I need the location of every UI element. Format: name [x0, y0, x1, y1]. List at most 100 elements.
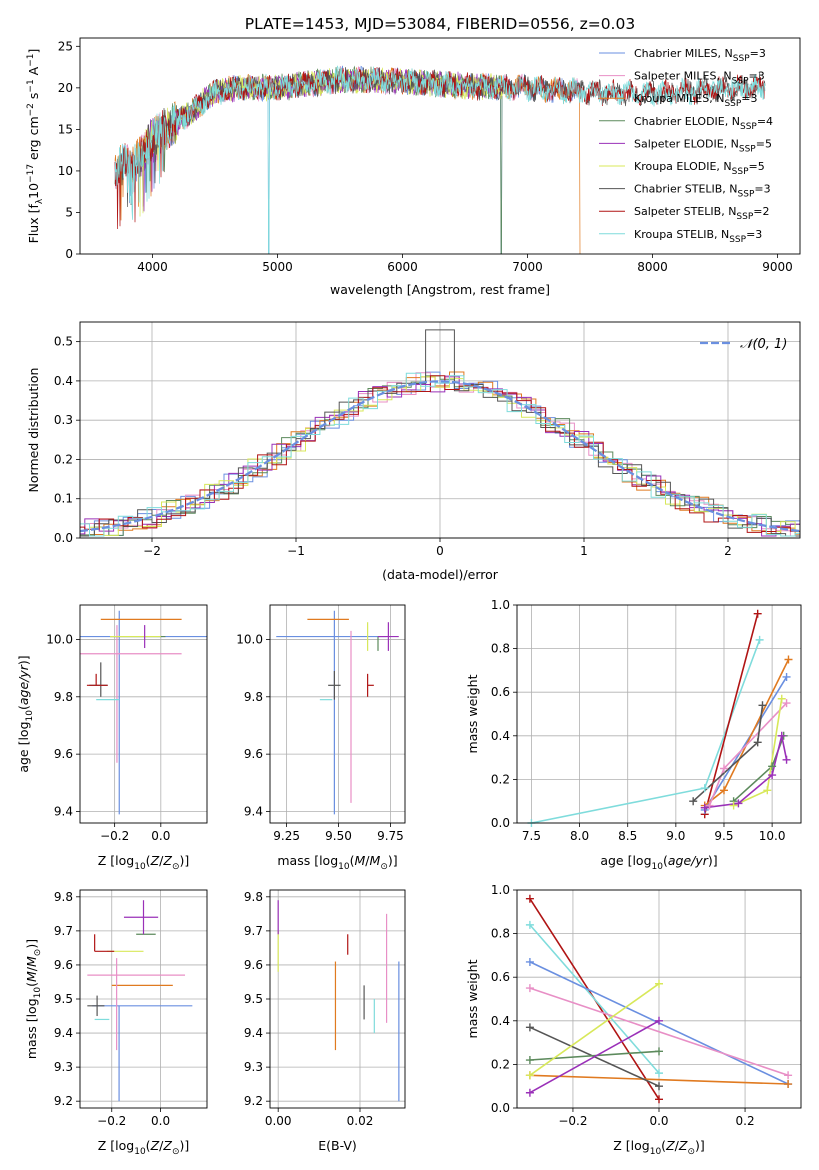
label-segment: λ: [35, 198, 45, 204]
label-segment: 10: [338, 862, 350, 872]
axes-frame: [79, 321, 801, 539]
x-tick-label: 4000: [137, 260, 168, 274]
label-segment: 10: [134, 1147, 146, 1157]
grid: [80, 605, 207, 823]
label-segment: 10: [650, 1147, 662, 1157]
label-segment: mass [log: [277, 853, 338, 868]
label-segment: (: [661, 1138, 666, 1153]
x-tick-label: 9.5: [714, 829, 733, 843]
x-tick-label: 10.0: [759, 829, 786, 843]
label-segment: Salpeter ELODIE, N: [634, 137, 739, 150]
y-tick-label: 15: [58, 122, 73, 136]
y-tick-label: 0.1: [54, 492, 73, 506]
label-segment: −17: [26, 164, 36, 183]
plus-marker: [705, 801, 714, 810]
y-axis-label-group: Flux [fλ10−17 erg cm−2 s−1 A−1]: [26, 49, 45, 244]
label-segment: )]: [24, 939, 39, 949]
label-segment: A: [26, 66, 41, 79]
label-segment: −1: [26, 79, 36, 92]
label-segment: /: [675, 1138, 680, 1153]
plus-marker: [784, 1080, 793, 1089]
y-tick-label: 10.0: [236, 632, 263, 646]
label-segment: (: [146, 1138, 151, 1153]
weight-series-line: [529, 1074, 789, 1085]
label-segment: Z [log: [98, 1138, 134, 1153]
y-axis-label-group: mass [log10(M/M⊙)]: [24, 939, 43, 1059]
label-segment: age/yr: [668, 853, 709, 868]
y-tick-label: 9.2: [54, 1094, 73, 1108]
axes-frame: [516, 604, 802, 824]
label-segment: SSP: [729, 235, 746, 245]
label-segment: =4: [757, 115, 773, 128]
axes-frame: [269, 889, 406, 1109]
weight-series-line: [531, 639, 761, 823]
label-segment: )]: [179, 1138, 189, 1153]
label-segment: )]: [708, 853, 718, 868]
label-segment: (: [663, 853, 668, 868]
label-segment: =3: [746, 228, 762, 241]
label-segment: Z: [162, 853, 172, 868]
x-tick-label: −2: [143, 544, 161, 558]
axes-frame: [79, 37, 801, 255]
label-segment: SSP: [738, 190, 755, 200]
plus-marker: [525, 1071, 534, 1080]
y-tick-label: 0.4: [491, 729, 510, 743]
x-tick-label: 9.0: [666, 829, 685, 843]
weight-series-line: [529, 987, 789, 1077]
x-axis-label: wavelength [Angstrom, rest frame]: [330, 282, 550, 297]
x-axis-label: Z [log10(Z/Z⊙)]: [98, 853, 190, 872]
y-tick-label: 0.5: [54, 335, 73, 349]
label-segment: )]: [179, 853, 189, 868]
ticks: 4000 5000 6000 7000 8000 9000 0 5 10 15 20 25: [58, 39, 793, 274]
y-tick-label: 5: [65, 205, 73, 219]
y-tick-label: 9.7: [244, 924, 263, 938]
y-tick-label: 0.2: [491, 1057, 510, 1071]
ticks: 0.00 0.02 9.2 9.3 9.4 9.5 9.6 9.7 9.8: [244, 890, 373, 1128]
y-tick-label: 9.6: [54, 958, 73, 972]
label-segment: SSP: [739, 144, 756, 154]
plus-marker: [525, 894, 534, 903]
plus-marker: [525, 1088, 534, 1097]
plot-area: [80, 329, 800, 537]
label-segment: =3: [754, 183, 770, 196]
y-tick-label: 0.4: [54, 374, 73, 388]
y-tick-label: 0.2: [54, 452, 73, 466]
ticks: −0.2 0.0 0.2 0.0 0.2 0.4 0.6 0.8 1.0: [491, 883, 755, 1128]
label-segment: Salpeter MILES, N: [634, 70, 732, 83]
x-axis-label: Z [log10(Z/Z⊙)]: [98, 1138, 190, 1157]
grid: [270, 890, 405, 1108]
label-segment: ]: [26, 49, 41, 54]
histogram-steps: [80, 376, 800, 537]
plus-marker: [753, 738, 762, 747]
x-tick-label: 8.0: [570, 829, 589, 843]
x-tick-label: 6000: [387, 260, 418, 274]
legend-entry: Salpeter ELODIE, NSSP=5: [634, 137, 772, 154]
x-tick-label: 2: [724, 544, 732, 558]
label-segment: M: [24, 971, 39, 982]
y-tick-label: 0.2: [491, 772, 510, 786]
x-tick-label: 8000: [637, 260, 668, 274]
x-tick-label: 0.02: [347, 1114, 374, 1128]
plus-marker: [525, 1056, 534, 1065]
label-segment: Kroupa STELIB, N: [634, 228, 729, 241]
plus-marker: [768, 762, 777, 771]
plus-marker: [784, 655, 793, 664]
weight-series-line: [529, 1020, 660, 1094]
x-tick-label: 0.0: [649, 1114, 668, 1128]
y-axis-label-group: age [log10(age/yr)]: [16, 655, 35, 772]
ticks: 7.5 8.0 8.5 9.0 9.5 10.0 0.0 0.2 0.4 0.6 0.8 1.0: [491, 598, 786, 843]
y-tick-label: 9.4: [54, 805, 73, 819]
label-segment: age [log: [600, 853, 651, 868]
label-segment: =3: [749, 70, 765, 83]
plus-marker: [719, 764, 728, 773]
plus-marker: [719, 786, 728, 795]
plus-marker: [689, 797, 698, 806]
label-segment: 10: [26, 183, 41, 199]
spectrum-series-line: [114, 65, 766, 254]
plus-marker: [655, 1047, 663, 1056]
label-segment: /: [365, 853, 370, 868]
label-segment: Z [log: [613, 1138, 649, 1153]
legend-entry: Chabrier ELODIE, NSSP=4: [634, 115, 773, 132]
grid: [517, 604, 801, 824]
